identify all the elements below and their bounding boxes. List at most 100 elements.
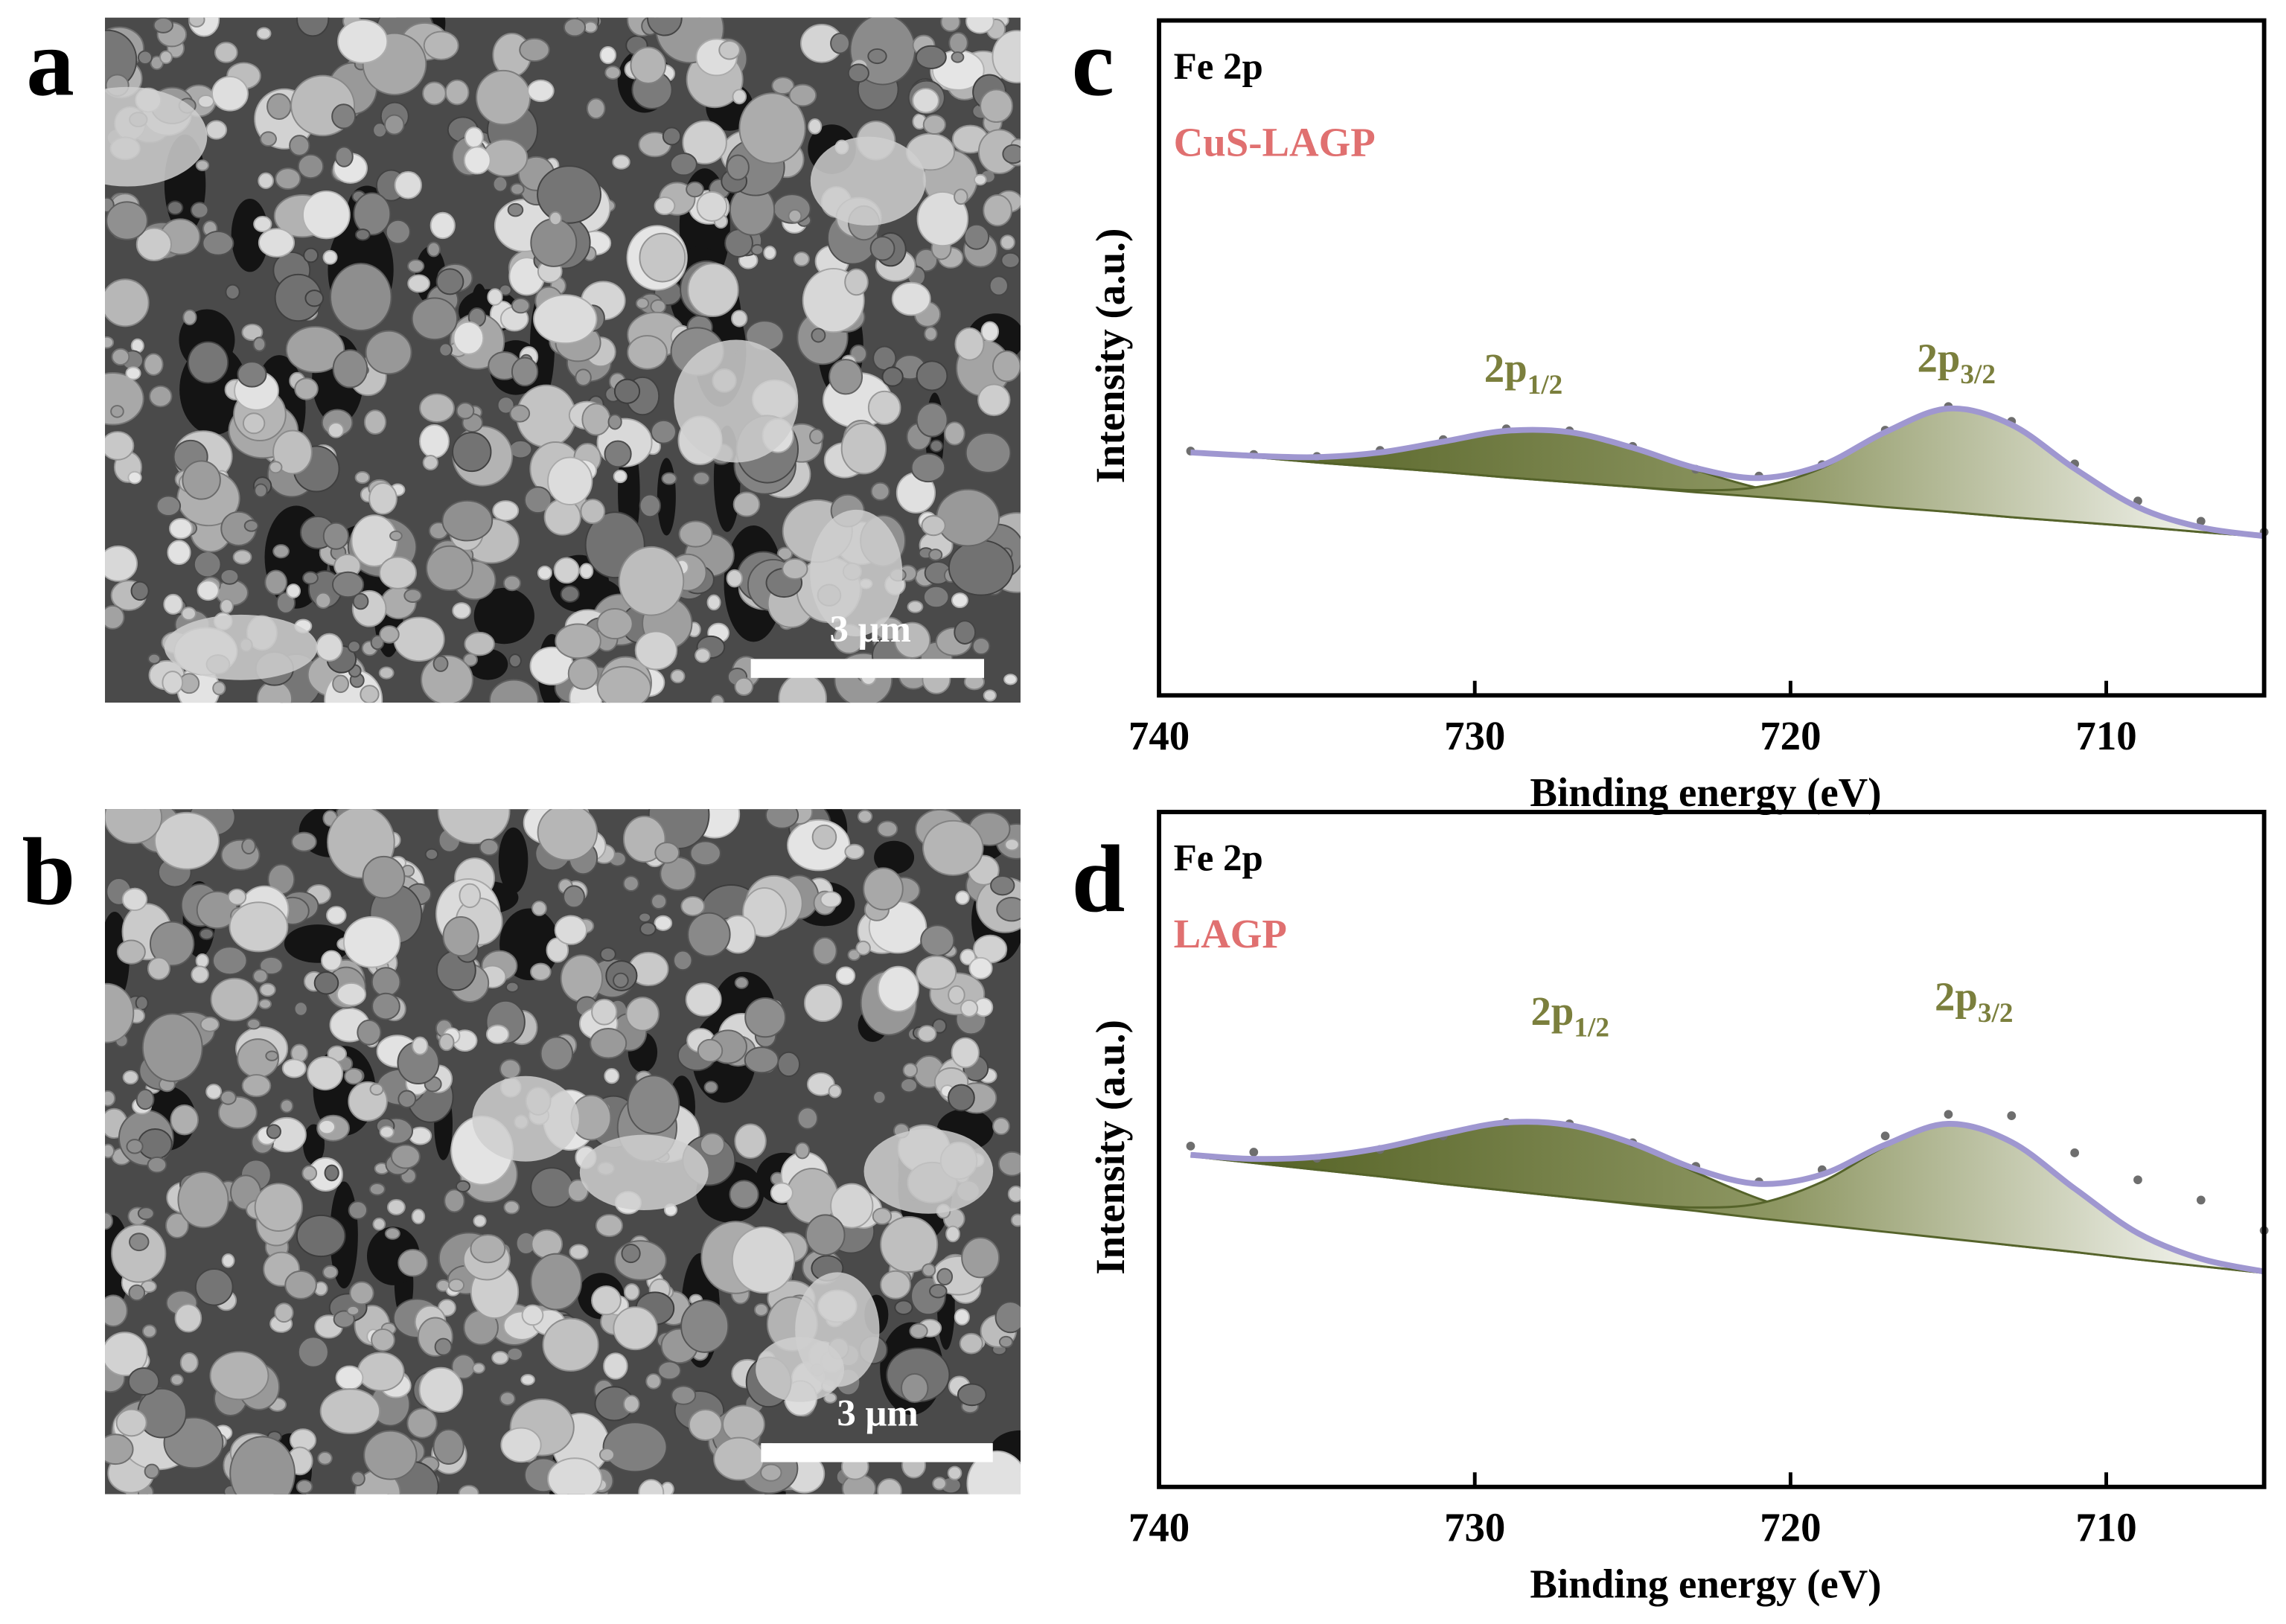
sem-grain [286,584,301,598]
sem-grain [291,831,317,852]
sem-grain [499,1058,522,1080]
sem-grain [205,1084,223,1100]
sem-grain [796,1107,819,1130]
sem-grain [951,1037,980,1069]
sem-grain [398,1249,429,1277]
sem-grain [872,345,897,371]
sem-grain [581,403,611,436]
sem-grain [669,153,697,176]
sem-grain [430,211,456,240]
sem-grain [692,471,711,486]
sem-grain [944,421,965,446]
sem-grain [265,1050,279,1061]
sem-grain [734,1123,767,1159]
sem-grain [960,948,977,965]
data-point [1249,1148,1259,1157]
sem-grain [269,461,283,474]
sem-grain [729,1180,759,1209]
sem-grain [129,1233,150,1252]
sem-grain [211,946,248,976]
sem-grain [894,1299,913,1315]
sem-grain [872,1207,893,1225]
sem-grain [638,912,652,923]
sem-grain [567,657,599,690]
sem-grain [260,131,277,147]
sem-grain [507,202,524,217]
sem-grain [419,393,455,423]
sem-grain [638,1479,665,1494]
sem-grain [602,1422,668,1473]
sem-grain [621,1243,641,1264]
sem-plate [810,509,903,636]
sem-grain [258,998,272,1010]
data-point [2196,1195,2206,1205]
sem-grain [322,522,349,550]
sem-grain [499,1391,516,1406]
sem-grain [167,540,191,566]
sem-grain [1004,838,1020,851]
sem-grain [639,493,662,518]
sem-grain [378,666,395,680]
sem-grain [307,1056,344,1091]
sem-grain [363,1430,418,1480]
sem-grain [432,655,449,672]
sem-grain [973,173,987,186]
sem-grain [971,637,991,655]
sem-grain [252,336,266,352]
sem-grain [371,967,401,997]
sem-grain [731,310,748,327]
sem-grain [315,592,332,609]
sem-grain [435,268,464,295]
sem-grain [598,1448,616,1462]
sem-grain [511,298,531,314]
sem-grain [296,1214,346,1258]
sem-grain [462,653,478,667]
sem-grain [389,530,403,542]
sem-grain [318,1119,336,1135]
sem-grain [998,1335,1014,1349]
sem-grain [137,1387,187,1439]
data-point [2007,1111,2017,1120]
sem-grain [125,366,141,380]
sem-grain [847,948,861,962]
sem-grain [162,671,184,694]
sem-grain [163,593,183,615]
sem-grain [954,1308,970,1326]
sem-grain [258,172,274,189]
sem-grain [386,1199,406,1215]
sem-grain [500,1427,542,1463]
sem-plate [472,1075,579,1162]
sem-grain [438,342,453,357]
sem-grain [322,1265,339,1279]
peak-label-text: 2p [1917,336,1960,381]
sem-grain [393,616,445,662]
sem-grain [241,837,256,855]
sem-grain [750,243,764,256]
sem-grain [254,483,268,498]
sem-grain [936,488,1000,547]
sem-grain [776,546,794,561]
sem-grain [105,1294,128,1327]
x-tick-label: 740 [1128,1504,1190,1550]
sem-grain [738,92,806,164]
sem-grain [302,571,319,585]
sem-grain [921,515,946,537]
sem-grain [147,653,162,665]
sem-grain [205,120,228,140]
sem-grain [241,1074,272,1098]
sem-grain [470,1234,506,1264]
sem-grain [916,360,948,391]
sem-grain [713,1436,765,1481]
sem-grain [877,965,919,1012]
sem-grain [188,17,205,28]
peak-label: 2p3/2 [1935,974,2013,1029]
sem-grain [835,966,856,985]
sem-grain [699,1132,725,1157]
sem-grain [635,297,650,310]
sem-grain [209,1351,269,1401]
peak-label-text: 2p [1530,988,1574,1034]
sem-grain [844,843,865,860]
scale-bar-label: 3 μm [830,609,911,650]
sem-grain [697,1038,724,1063]
sem-grain [627,335,668,370]
